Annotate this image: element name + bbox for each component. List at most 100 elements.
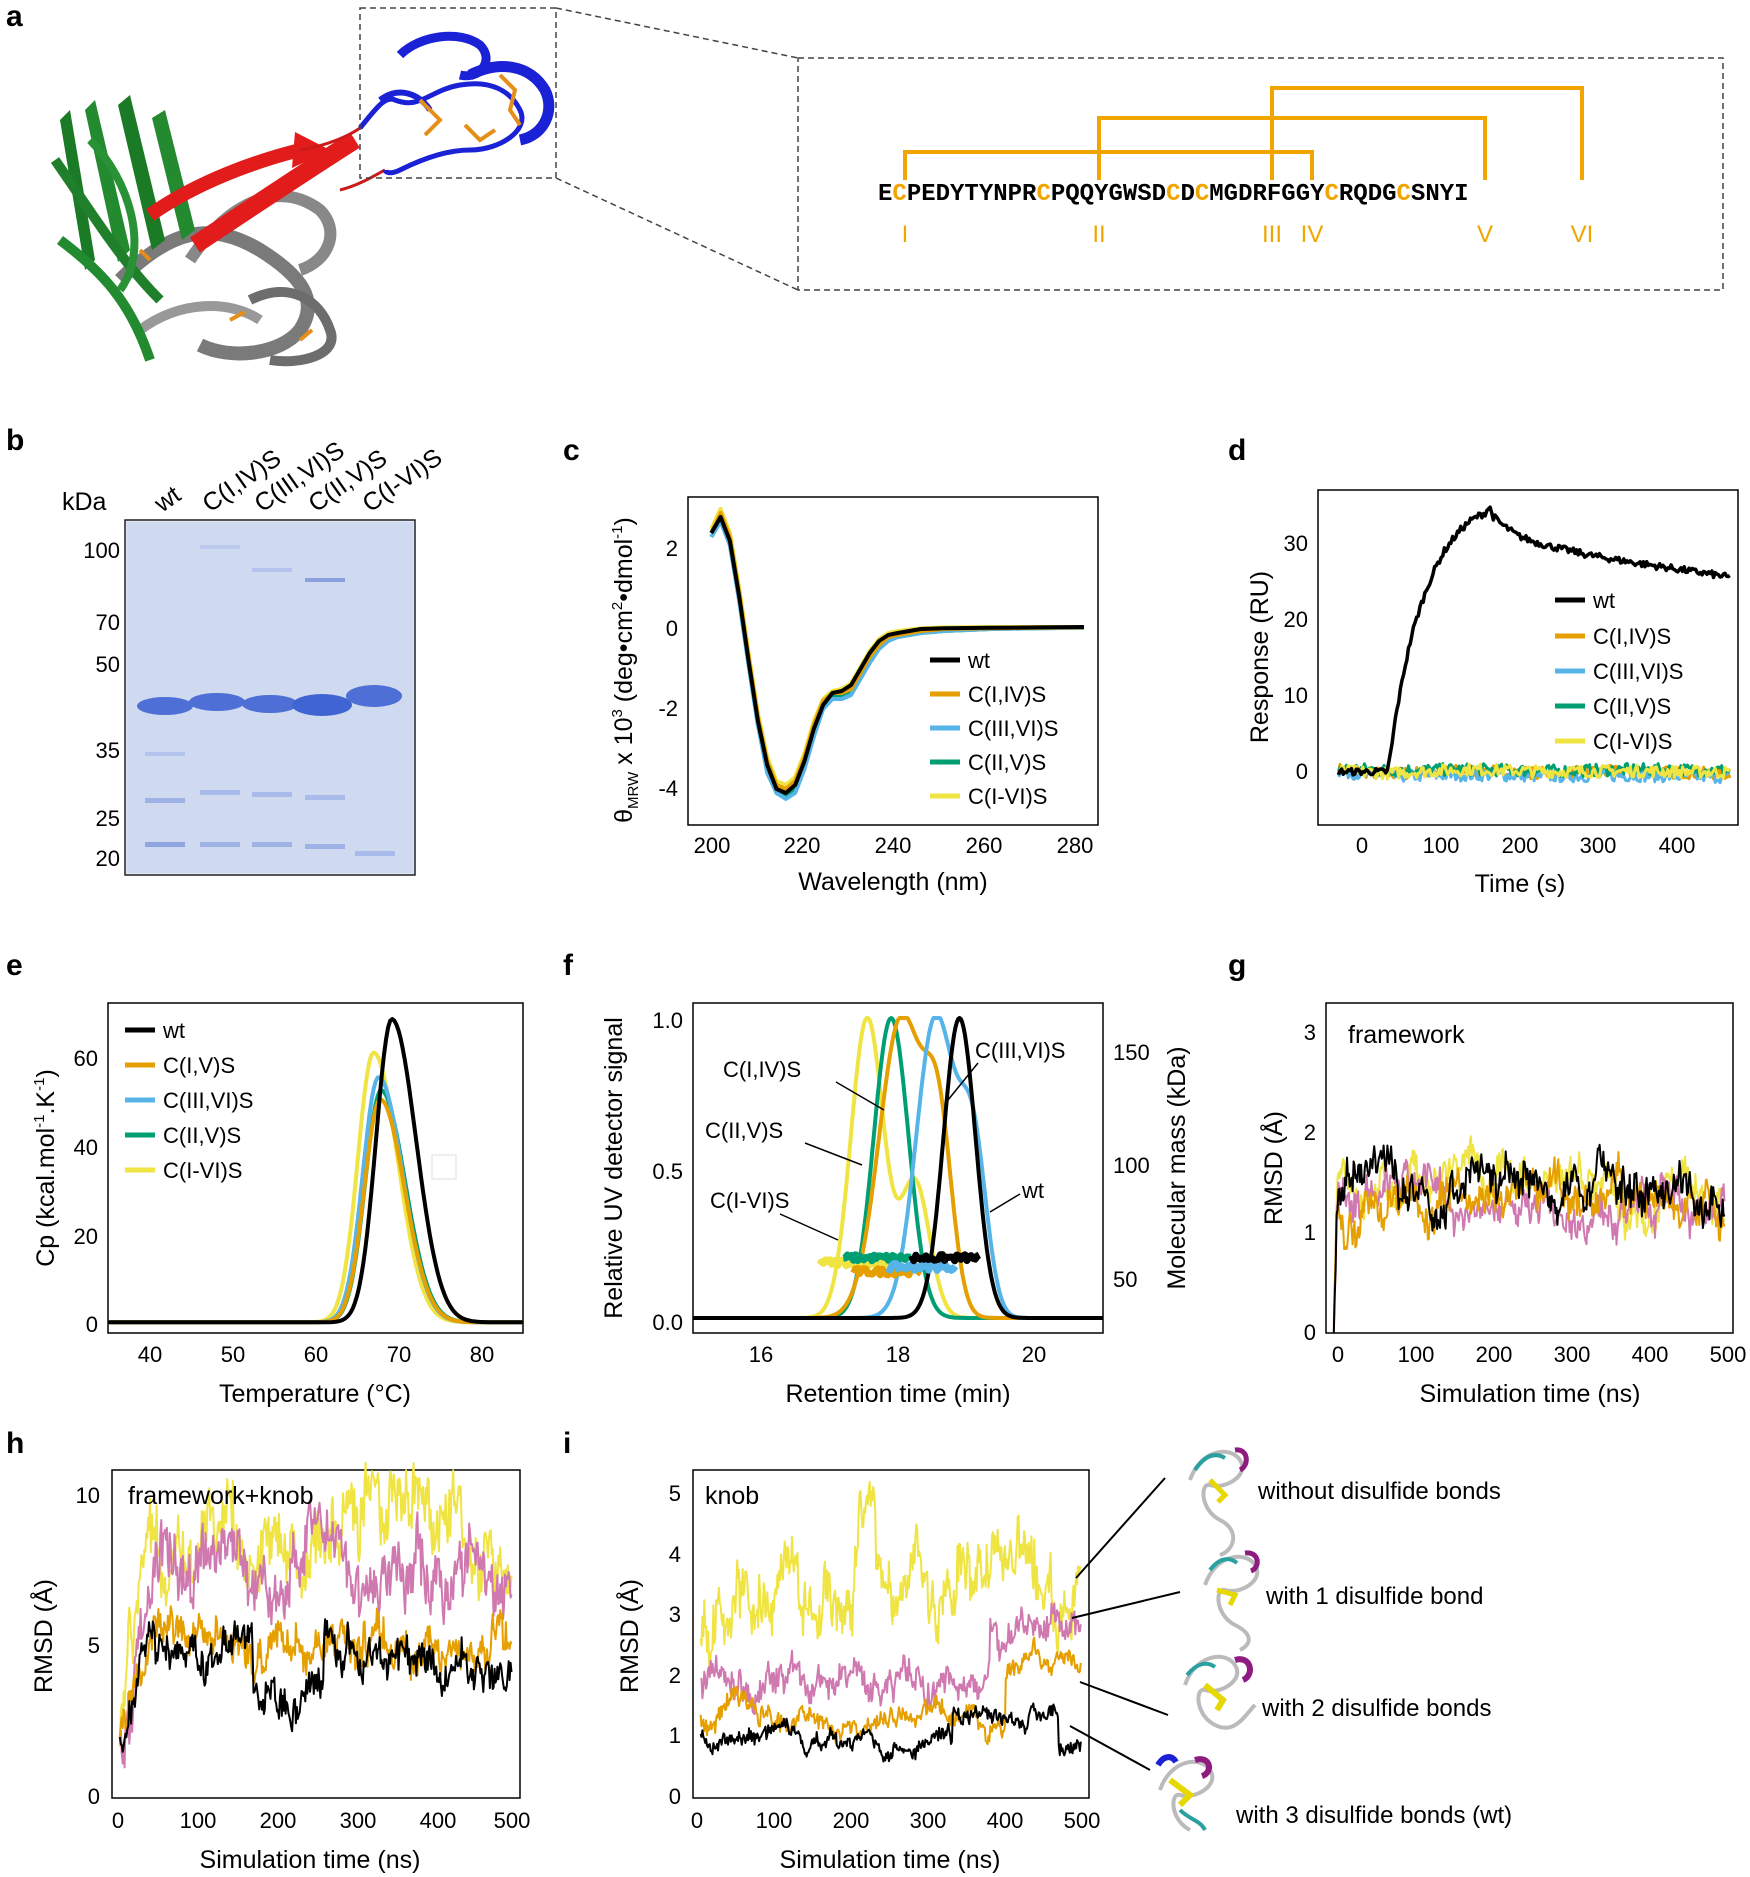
y-axis-label: Relative UV detector signal bbox=[600, 1017, 628, 1319]
x-tick-label: 240 bbox=[875, 833, 912, 858]
x-tick-label: 100 bbox=[180, 1808, 217, 1833]
x-tick-label: 300 bbox=[910, 1808, 947, 1833]
legend-item: C(II,V)S bbox=[968, 750, 1046, 775]
chart-g-xticks: 0 100 200 300 400 500 bbox=[1332, 1342, 1746, 1367]
disulfide-bridges bbox=[903, 86, 1584, 180]
y-tick-label: 3 bbox=[1304, 1020, 1316, 1045]
y-tick-label: 5 bbox=[669, 1481, 681, 1506]
peak-label: C(I,IV)S bbox=[723, 1057, 801, 1082]
gel-unit-label: kDa bbox=[62, 488, 107, 516]
x-axis-label: Time (s) bbox=[1475, 870, 1566, 898]
y-tick-label: 2 bbox=[1304, 1120, 1316, 1145]
chart-title: knob bbox=[705, 1482, 759, 1510]
x-tick-label: 70 bbox=[387, 1342, 411, 1367]
chart-d-legend: wt C(I,IV)S C(III,VI)S C(II,V)S C(I-VI)S bbox=[1555, 588, 1683, 754]
chart-f-xticks: 16 18 20 bbox=[749, 1342, 1046, 1367]
series-line bbox=[118, 1605, 513, 1738]
legend-item: C(I-VI)S bbox=[163, 1158, 242, 1183]
x-tick-label: 60 bbox=[304, 1342, 328, 1367]
panel-label-c: c bbox=[563, 434, 580, 467]
y-tick-label: 10 bbox=[1284, 683, 1308, 708]
x-tick-label: 100 bbox=[1398, 1342, 1435, 1367]
mass-points bbox=[841, 1251, 913, 1265]
chart-f-annotations: C(I,IV)S C(II,V)S C(I-VI)S C(III,VI)S wt bbox=[705, 1038, 1065, 1241]
annotation-label: with 3 disulfide bonds (wt) bbox=[1235, 1802, 1512, 1829]
y-tick-label: 2 bbox=[669, 1663, 681, 1688]
roman-label: V bbox=[1477, 221, 1493, 248]
annotation-label: with 1 disulfide bond bbox=[1265, 1583, 1483, 1610]
mass-points bbox=[908, 1251, 981, 1265]
legend-item: C(III,VI)S bbox=[1593, 659, 1683, 684]
y-axis-label: RMSD (Å) bbox=[28, 1579, 58, 1693]
x-tick-label: 16 bbox=[749, 1342, 773, 1367]
chart-e-series bbox=[108, 1017, 523, 1325]
series-line bbox=[118, 1499, 513, 1769]
panel-label-b: b bbox=[6, 424, 24, 457]
marker-label: 100 bbox=[83, 538, 120, 563]
x-tick-label: 400 bbox=[987, 1808, 1024, 1833]
x-tick-label: 100 bbox=[756, 1808, 793, 1833]
series-line bbox=[709, 515, 1085, 795]
x-tick-label: 200 bbox=[1502, 833, 1539, 858]
structure-thumbnail bbox=[1183, 1654, 1257, 1730]
x-tick-label: 400 bbox=[420, 1808, 457, 1833]
chart-f-yticks: 0.0 0.5 1.0 50 100 150 bbox=[652, 1008, 1149, 1335]
series-line bbox=[692, 1016, 1104, 1320]
legend-item: C(I,IV)S bbox=[968, 682, 1046, 707]
y-tick-label: 0 bbox=[1296, 759, 1308, 784]
series-line bbox=[118, 1461, 513, 1747]
x-axis-label: Retention time (min) bbox=[785, 1380, 1010, 1408]
mass-points bbox=[850, 1264, 924, 1279]
chart-f-series bbox=[692, 1016, 1104, 1320]
chart-i-xticks: 0 100 200 300 400 500 bbox=[691, 1808, 1100, 1833]
x-tick-label: 280 bbox=[1057, 833, 1094, 858]
y-axis-label: RMSD (Å) bbox=[614, 1579, 644, 1693]
chart-title: framework bbox=[1348, 1021, 1465, 1049]
chart-g-yticks: 0 1 2 3 bbox=[1304, 1020, 1316, 1345]
marker-label: 25 bbox=[96, 806, 120, 831]
y-right-tick-label: 150 bbox=[1113, 1040, 1150, 1065]
y-tick-label: 3 bbox=[669, 1602, 681, 1627]
x-tick-label: 40 bbox=[138, 1342, 162, 1367]
x-tick-label: 260 bbox=[966, 833, 1003, 858]
peak-label: C(I-VI)S bbox=[710, 1188, 789, 1213]
legend-item: C(I,V)S bbox=[163, 1053, 235, 1078]
marker-label: 70 bbox=[96, 610, 120, 635]
legend-item: wt bbox=[162, 1018, 185, 1043]
chart-e-yticks: 0 20 40 60 bbox=[74, 1046, 98, 1337]
chart-c-series bbox=[709, 507, 1085, 801]
series-line bbox=[1332, 1158, 1726, 1330]
peak-label: C(II,V)S bbox=[705, 1118, 783, 1143]
y-tick-label: 2 bbox=[666, 536, 678, 561]
mass-points bbox=[816, 1256, 891, 1270]
y-tick-label: 30 bbox=[1284, 531, 1308, 556]
legend-item: wt bbox=[967, 648, 990, 673]
chart-f: 16 18 20 0.0 0.5 1.0 50 100 150 Retentio… bbox=[600, 1002, 1191, 1408]
x-tick-label: 200 bbox=[1476, 1342, 1513, 1367]
chart-i: knob 0 100 200 300 400 500 0 1 2 3 4 5 S… bbox=[614, 1469, 1100, 1874]
legend-item: C(I-VI)S bbox=[968, 784, 1047, 809]
chart-c-legend: wt C(I,IV)S C(III,VI)S C(II,V)S C(I-VI)S bbox=[930, 648, 1058, 809]
x-axis-label: Simulation time (ns) bbox=[1420, 1380, 1641, 1408]
y-tick-label: 20 bbox=[74, 1224, 98, 1249]
y-tick-label: 20 bbox=[1284, 607, 1308, 632]
y-tick-label: 0 bbox=[669, 1784, 681, 1809]
lane-label: wt bbox=[149, 481, 186, 519]
chart-g: framework 0 100 200 300 400 500 0 1 2 3 … bbox=[1258, 1002, 1746, 1408]
roman-label: III bbox=[1262, 221, 1282, 248]
chart-d-xticks: 0 100 200 300 400 bbox=[1356, 833, 1695, 858]
y-tick-label: 0 bbox=[1304, 1320, 1316, 1345]
chart-title: framework+knob bbox=[128, 1482, 314, 1510]
x-tick-label: 100 bbox=[1423, 833, 1460, 858]
chart-h-yticks: 0 5 10 bbox=[76, 1483, 100, 1809]
panel-label-e: e bbox=[6, 949, 23, 982]
y-tick-label: 1 bbox=[1304, 1220, 1316, 1245]
y-tick-label: 0.5 bbox=[652, 1159, 683, 1184]
y-tick-label: 40 bbox=[74, 1135, 98, 1160]
y-tick-label: 60 bbox=[74, 1046, 98, 1071]
x-tick-label: 500 bbox=[494, 1808, 531, 1833]
legend-item: C(II,V)S bbox=[1593, 694, 1671, 719]
marker-label: 35 bbox=[96, 738, 120, 763]
x-tick-label: 20 bbox=[1022, 1342, 1046, 1367]
